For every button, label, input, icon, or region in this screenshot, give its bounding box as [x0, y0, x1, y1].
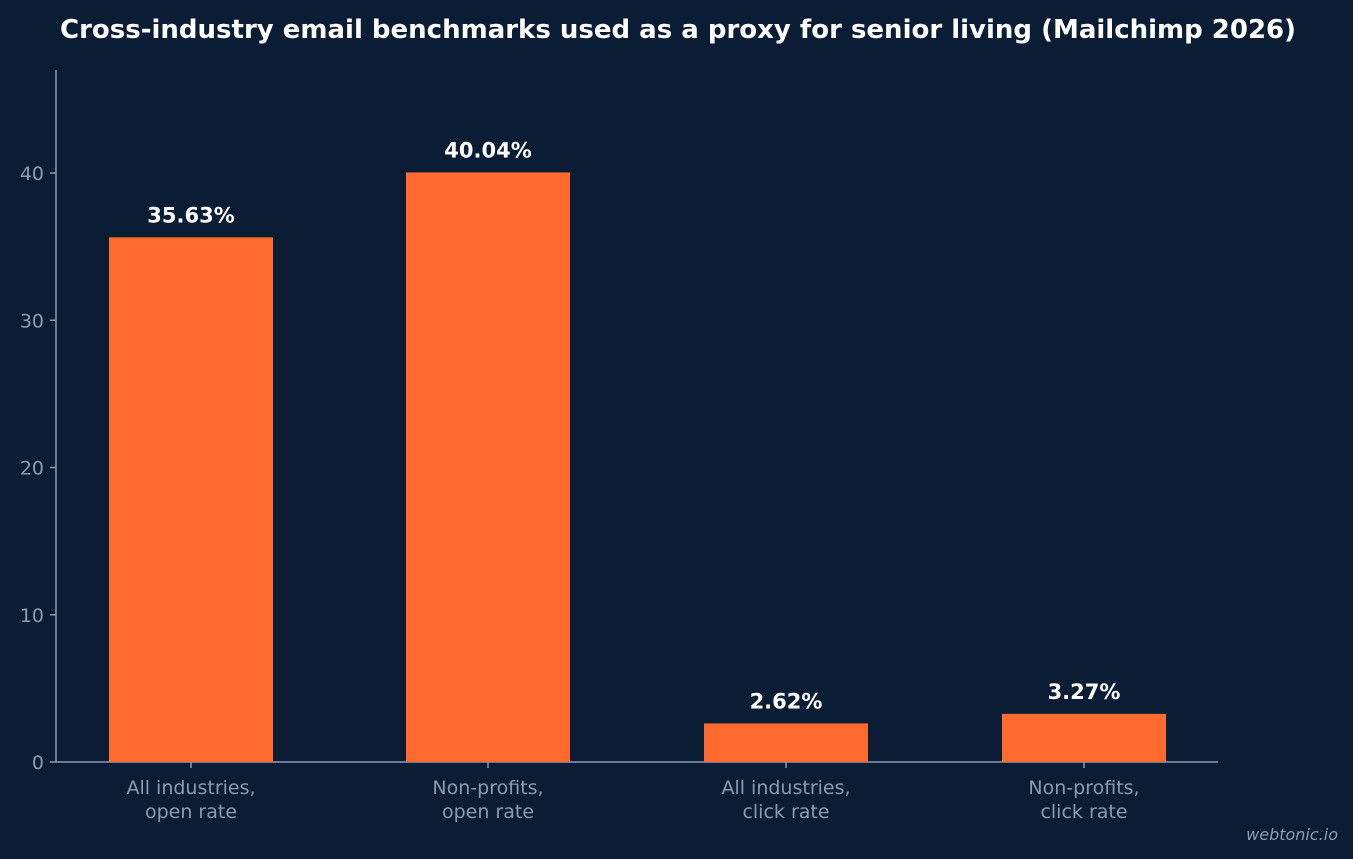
- data-label: 40.04%: [444, 138, 531, 162]
- chart-title: Cross-industry email benchmarks used as …: [60, 15, 1296, 45]
- y-tick-label: 0: [32, 752, 44, 774]
- data-label: 3.27%: [1048, 680, 1121, 704]
- y-tick-label: 10: [20, 605, 44, 627]
- bar: [109, 237, 273, 762]
- x-tick-label: Non-profits, open rate: [432, 777, 543, 823]
- y-tick-label: 30: [20, 310, 44, 332]
- x-tick-label: Non-profits, click rate: [1028, 777, 1139, 823]
- x-tick-label: All industries, open rate: [126, 777, 255, 823]
- bars: 35.63% 40.04% 2.62% 3.27%: [109, 138, 1166, 762]
- y-axis: 0 10 20 30 40: [20, 70, 57, 774]
- bar: [406, 172, 570, 762]
- x-tick-label: All industries, click rate: [721, 777, 850, 823]
- bar: [1002, 713, 1166, 762]
- y-tick-label: 40: [20, 163, 44, 185]
- data-label: 2.62%: [750, 689, 823, 713]
- x-axis: All industries, open rate Non-profits, open…: [56, 761, 1218, 823]
- watermark: webtonic.io: [1246, 825, 1338, 844]
- data-label: 35.63%: [147, 203, 234, 227]
- bar: [704, 723, 868, 762]
- y-tick-label: 20: [20, 458, 44, 480]
